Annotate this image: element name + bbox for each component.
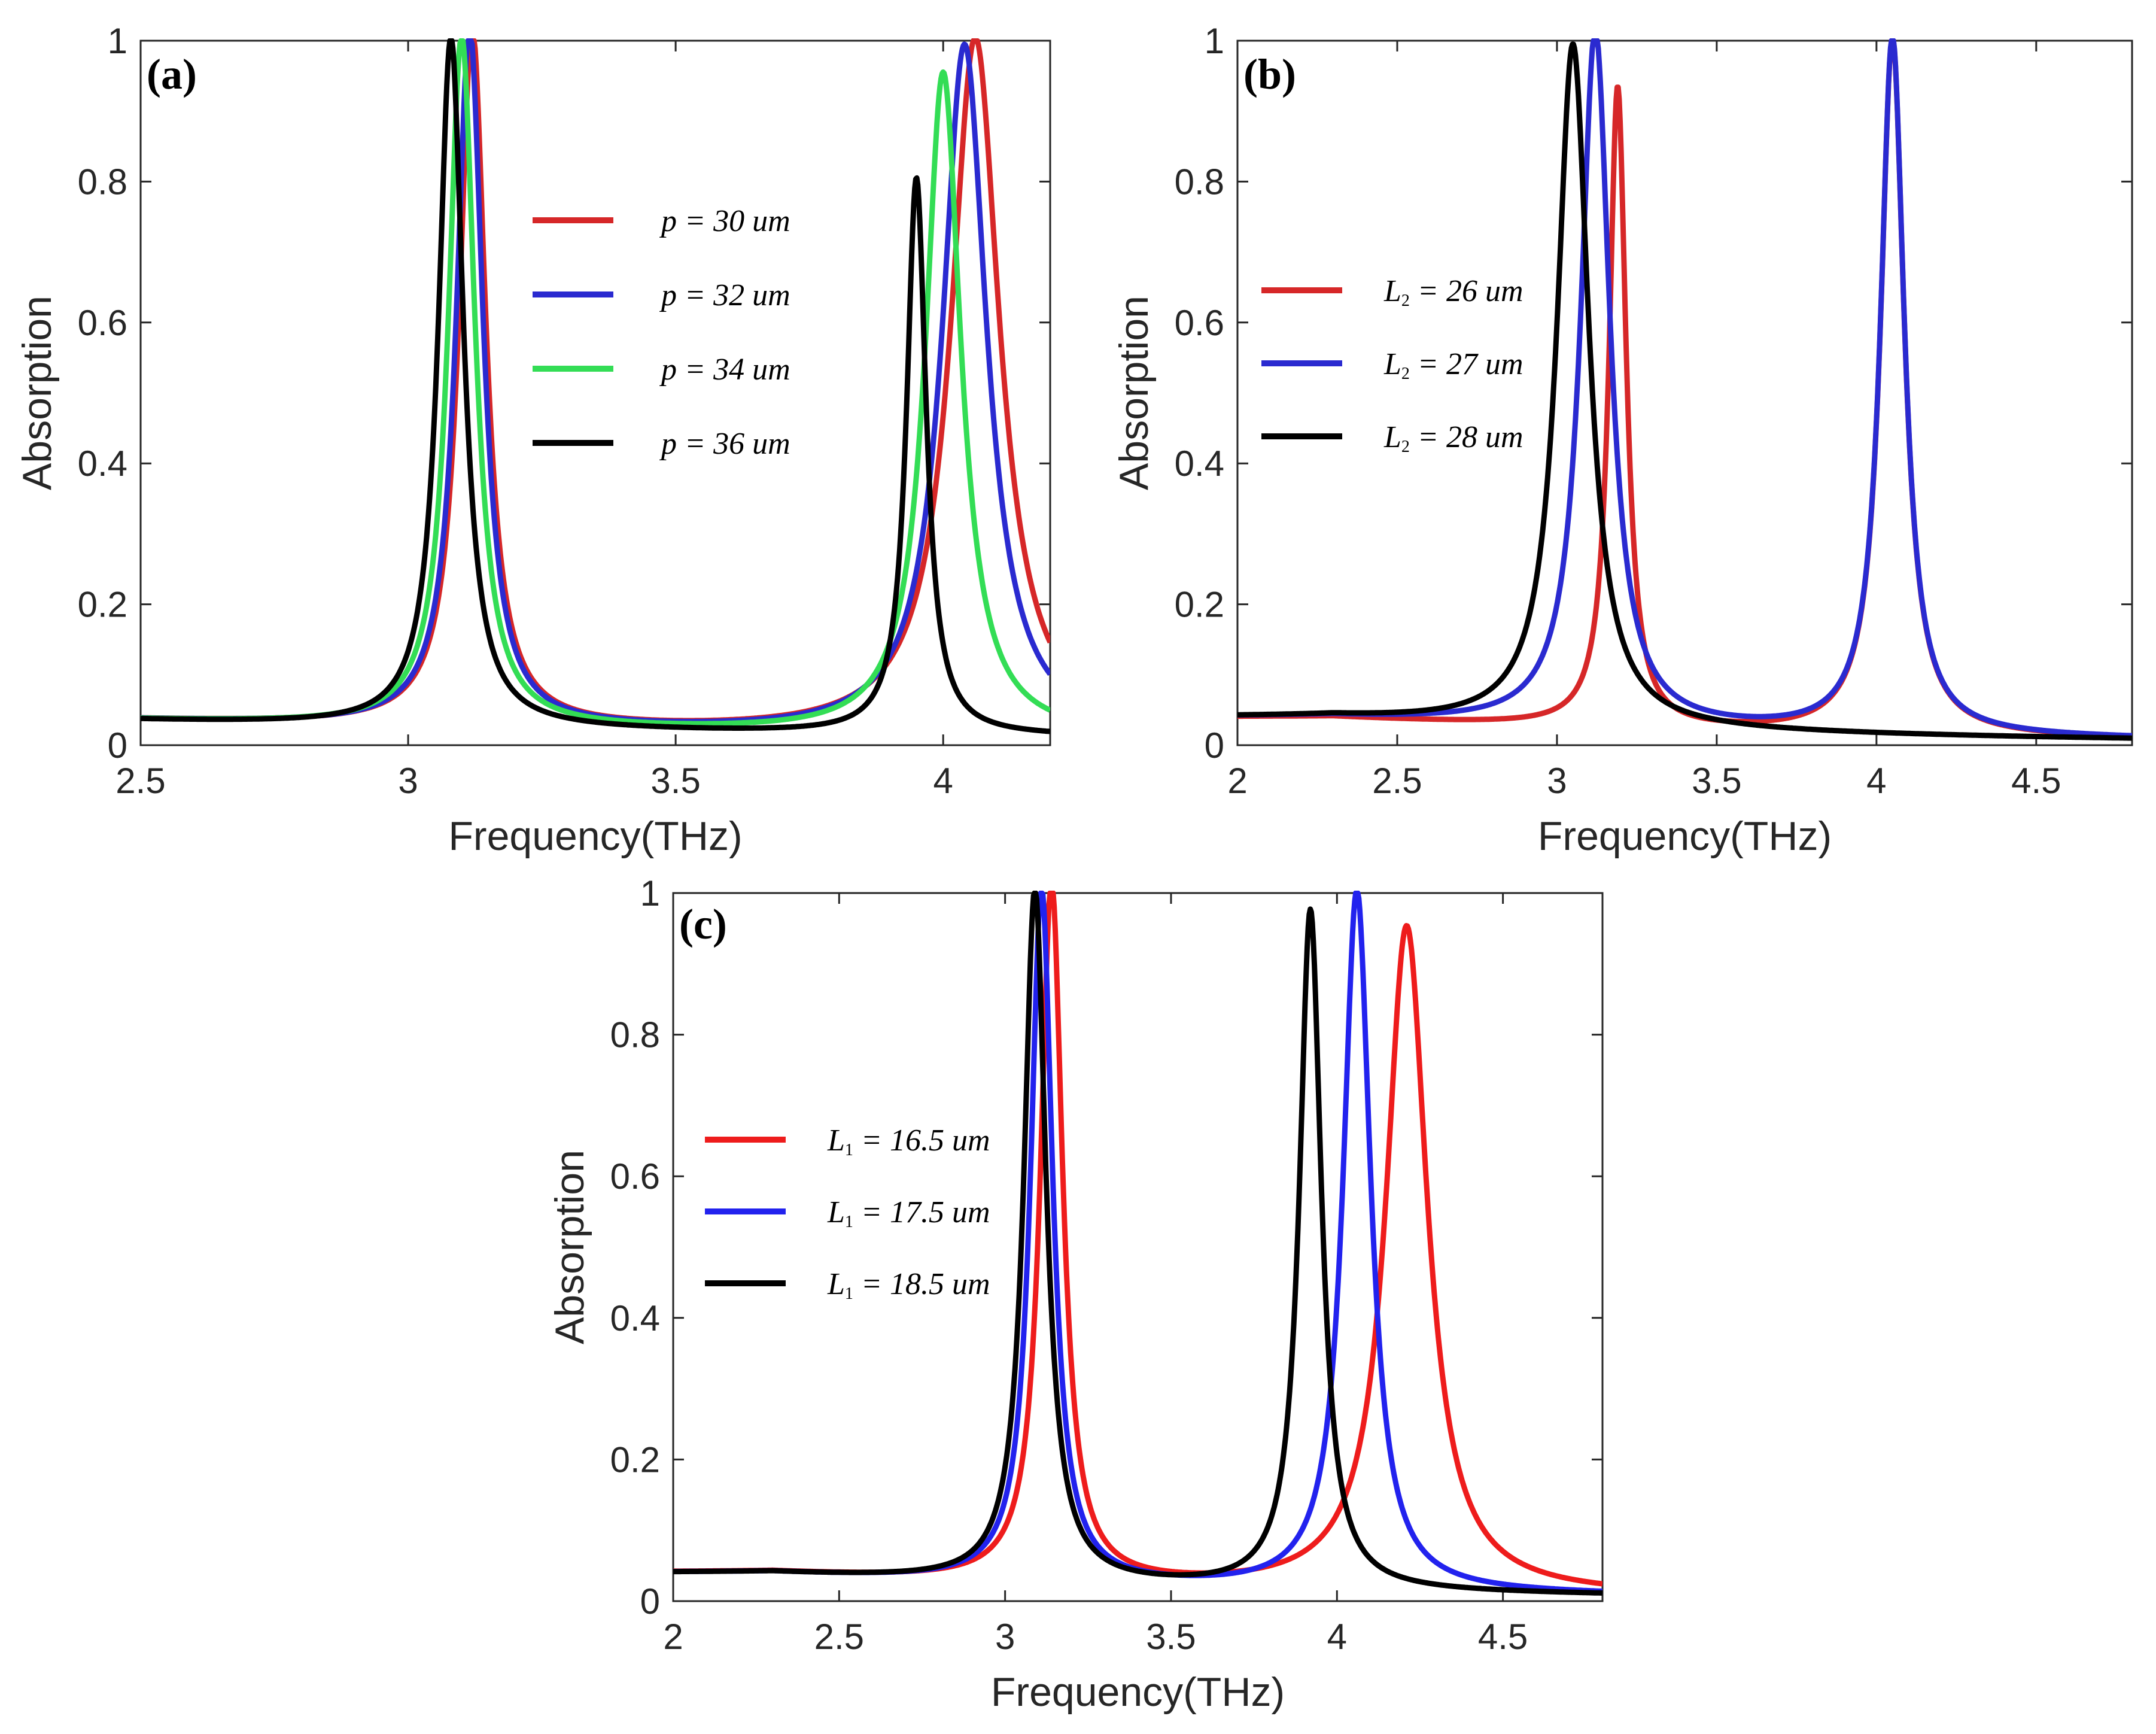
legend-var: L	[1383, 420, 1401, 454]
y-tick-label: 0.4	[1175, 444, 1224, 484]
x-tick-label: 2.5	[814, 1617, 864, 1657]
y-tick-label: 0.2	[78, 585, 127, 625]
x-tick-label: 4.5	[2011, 761, 2061, 801]
panel-label: (a)	[147, 50, 197, 98]
x-tick-label: 3	[398, 761, 418, 801]
panel-b-chart: 2 2.5 3 3.5 4 4.5 0 0.2 0.4 0.6 0.8 1 Frequency(THz)…	[1111, 21, 2133, 859]
x-tick-label: 4.5	[1478, 1617, 1528, 1657]
legend-value: = 34 um	[677, 353, 790, 387]
legend-subscript: 1	[845, 1213, 853, 1231]
legend-subscript: 1	[845, 1141, 853, 1159]
panel-label: (c)	[679, 900, 727, 948]
legend-entry: L1 = 16.5 um	[827, 1123, 990, 1159]
x-tick-label: 3.5	[1146, 1617, 1196, 1657]
x-tick-label: 2	[663, 1617, 683, 1657]
legend-var: L	[1383, 274, 1401, 308]
panel-c-chart: 2 2.5 3 3.5 4 4.5 0 0.2 0.4 0.6 0.8 1 Frequency(THz)…	[547, 873, 1604, 1715]
x-tick-label: 2	[1227, 761, 1247, 801]
legend-var: p	[659, 278, 677, 312]
y-tick-label: 0.8	[78, 162, 127, 202]
legend-entry: L2 = 27 um	[1383, 347, 1524, 383]
panel-a-chart: 2.5 3 3.5 4 0 0.2 0.4 0.6 0.8 1 Frequency(THz) Abso…	[14, 21, 1051, 859]
y-axis-label: Absorption	[1111, 296, 1157, 490]
series-line	[673, 891, 1602, 1596]
y-tick-label: 1	[640, 873, 660, 913]
series-line	[1237, 41, 2132, 741]
legend-entry: p = 30 um	[659, 204, 790, 238]
legend-var: p	[659, 427, 677, 461]
panel-label: (b)	[1243, 50, 1296, 98]
y-tick-label: 0.6	[78, 303, 127, 343]
legend-value: = 26 um	[1410, 274, 1524, 308]
legend-value: = 16.5 um	[853, 1123, 990, 1158]
legend-entry: L2 = 26 um	[1383, 274, 1524, 310]
plot-frame	[1236, 40, 2133, 746]
y-axis-label: Absorption	[14, 296, 60, 490]
x-tick-label: 4	[1327, 1617, 1347, 1657]
x-tick-label: 3	[995, 1617, 1015, 1657]
x-tick-label: 2.5	[115, 761, 165, 801]
y-tick-label: 0.8	[1175, 162, 1224, 202]
x-tick-label: 2.5	[1372, 761, 1422, 801]
legend-value: = 27 um	[1410, 347, 1524, 381]
y-tick-label: 1	[1205, 21, 1224, 61]
legend-var: p	[659, 353, 677, 387]
x-tick-label: 3.5	[1692, 761, 1741, 801]
legend-entry: p = 32 um	[659, 278, 790, 312]
legend-entry: L2 = 28 um	[1383, 420, 1524, 456]
x-tick-label: 4	[933, 761, 953, 801]
legend-entry: L1 = 18.5 um	[827, 1267, 990, 1303]
legend-entry: p = 34 um	[659, 353, 790, 387]
legend-var: L	[827, 1267, 845, 1301]
y-tick-label: 0.2	[1175, 585, 1224, 625]
legend-var: p	[659, 204, 677, 238]
legend-value: = 36 um	[677, 427, 790, 461]
legend-entry: p = 36 um	[659, 427, 790, 461]
x-axis-label: Frequency(THz)	[991, 1669, 1285, 1715]
x-axis-label: Frequency(THz)	[448, 813, 742, 859]
y-tick-label: 0.4	[610, 1298, 660, 1338]
x-tick-label: 3.5	[650, 761, 700, 801]
legend-value: = 32 um	[677, 278, 790, 312]
x-tick-label: 4	[1866, 761, 1886, 801]
legend-subscript: 1	[845, 1284, 853, 1303]
y-tick-label: 1	[108, 21, 127, 61]
legend-value: = 28 um	[1410, 420, 1524, 454]
x-axis-label: Frequency(THz)	[1538, 813, 1832, 859]
y-tick-label: 0	[1205, 725, 1224, 766]
y-tick-label: 0	[640, 1581, 660, 1621]
plot-frame	[672, 892, 1604, 1602]
y-tick-label: 0.8	[610, 1015, 660, 1055]
legend-var: L	[827, 1123, 845, 1158]
y-tick-label: 0.6	[1175, 303, 1224, 343]
plot-frame	[139, 40, 1051, 746]
y-tick-label: 0.2	[610, 1440, 660, 1480]
y-tick-label: 0.6	[610, 1156, 660, 1197]
legend-var: L	[827, 1195, 845, 1229]
legend-value: = 30 um	[677, 204, 790, 238]
legend-value: = 17.5 um	[853, 1195, 990, 1229]
legend-subscript: 2	[1401, 291, 1410, 310]
y-axis-label: Absorption	[547, 1150, 592, 1344]
legend-entry: L1 = 17.5 um	[827, 1195, 990, 1231]
legend-subscript: 2	[1401, 438, 1410, 456]
legend-value: = 18.5 um	[853, 1267, 990, 1301]
legend-subscript: 2	[1401, 365, 1410, 383]
legend-var: L	[1383, 347, 1401, 381]
x-tick-label: 3	[1547, 761, 1567, 801]
y-tick-label: 0.4	[78, 444, 127, 484]
y-tick-label: 0	[108, 725, 127, 766]
series-line	[141, 38, 1050, 734]
